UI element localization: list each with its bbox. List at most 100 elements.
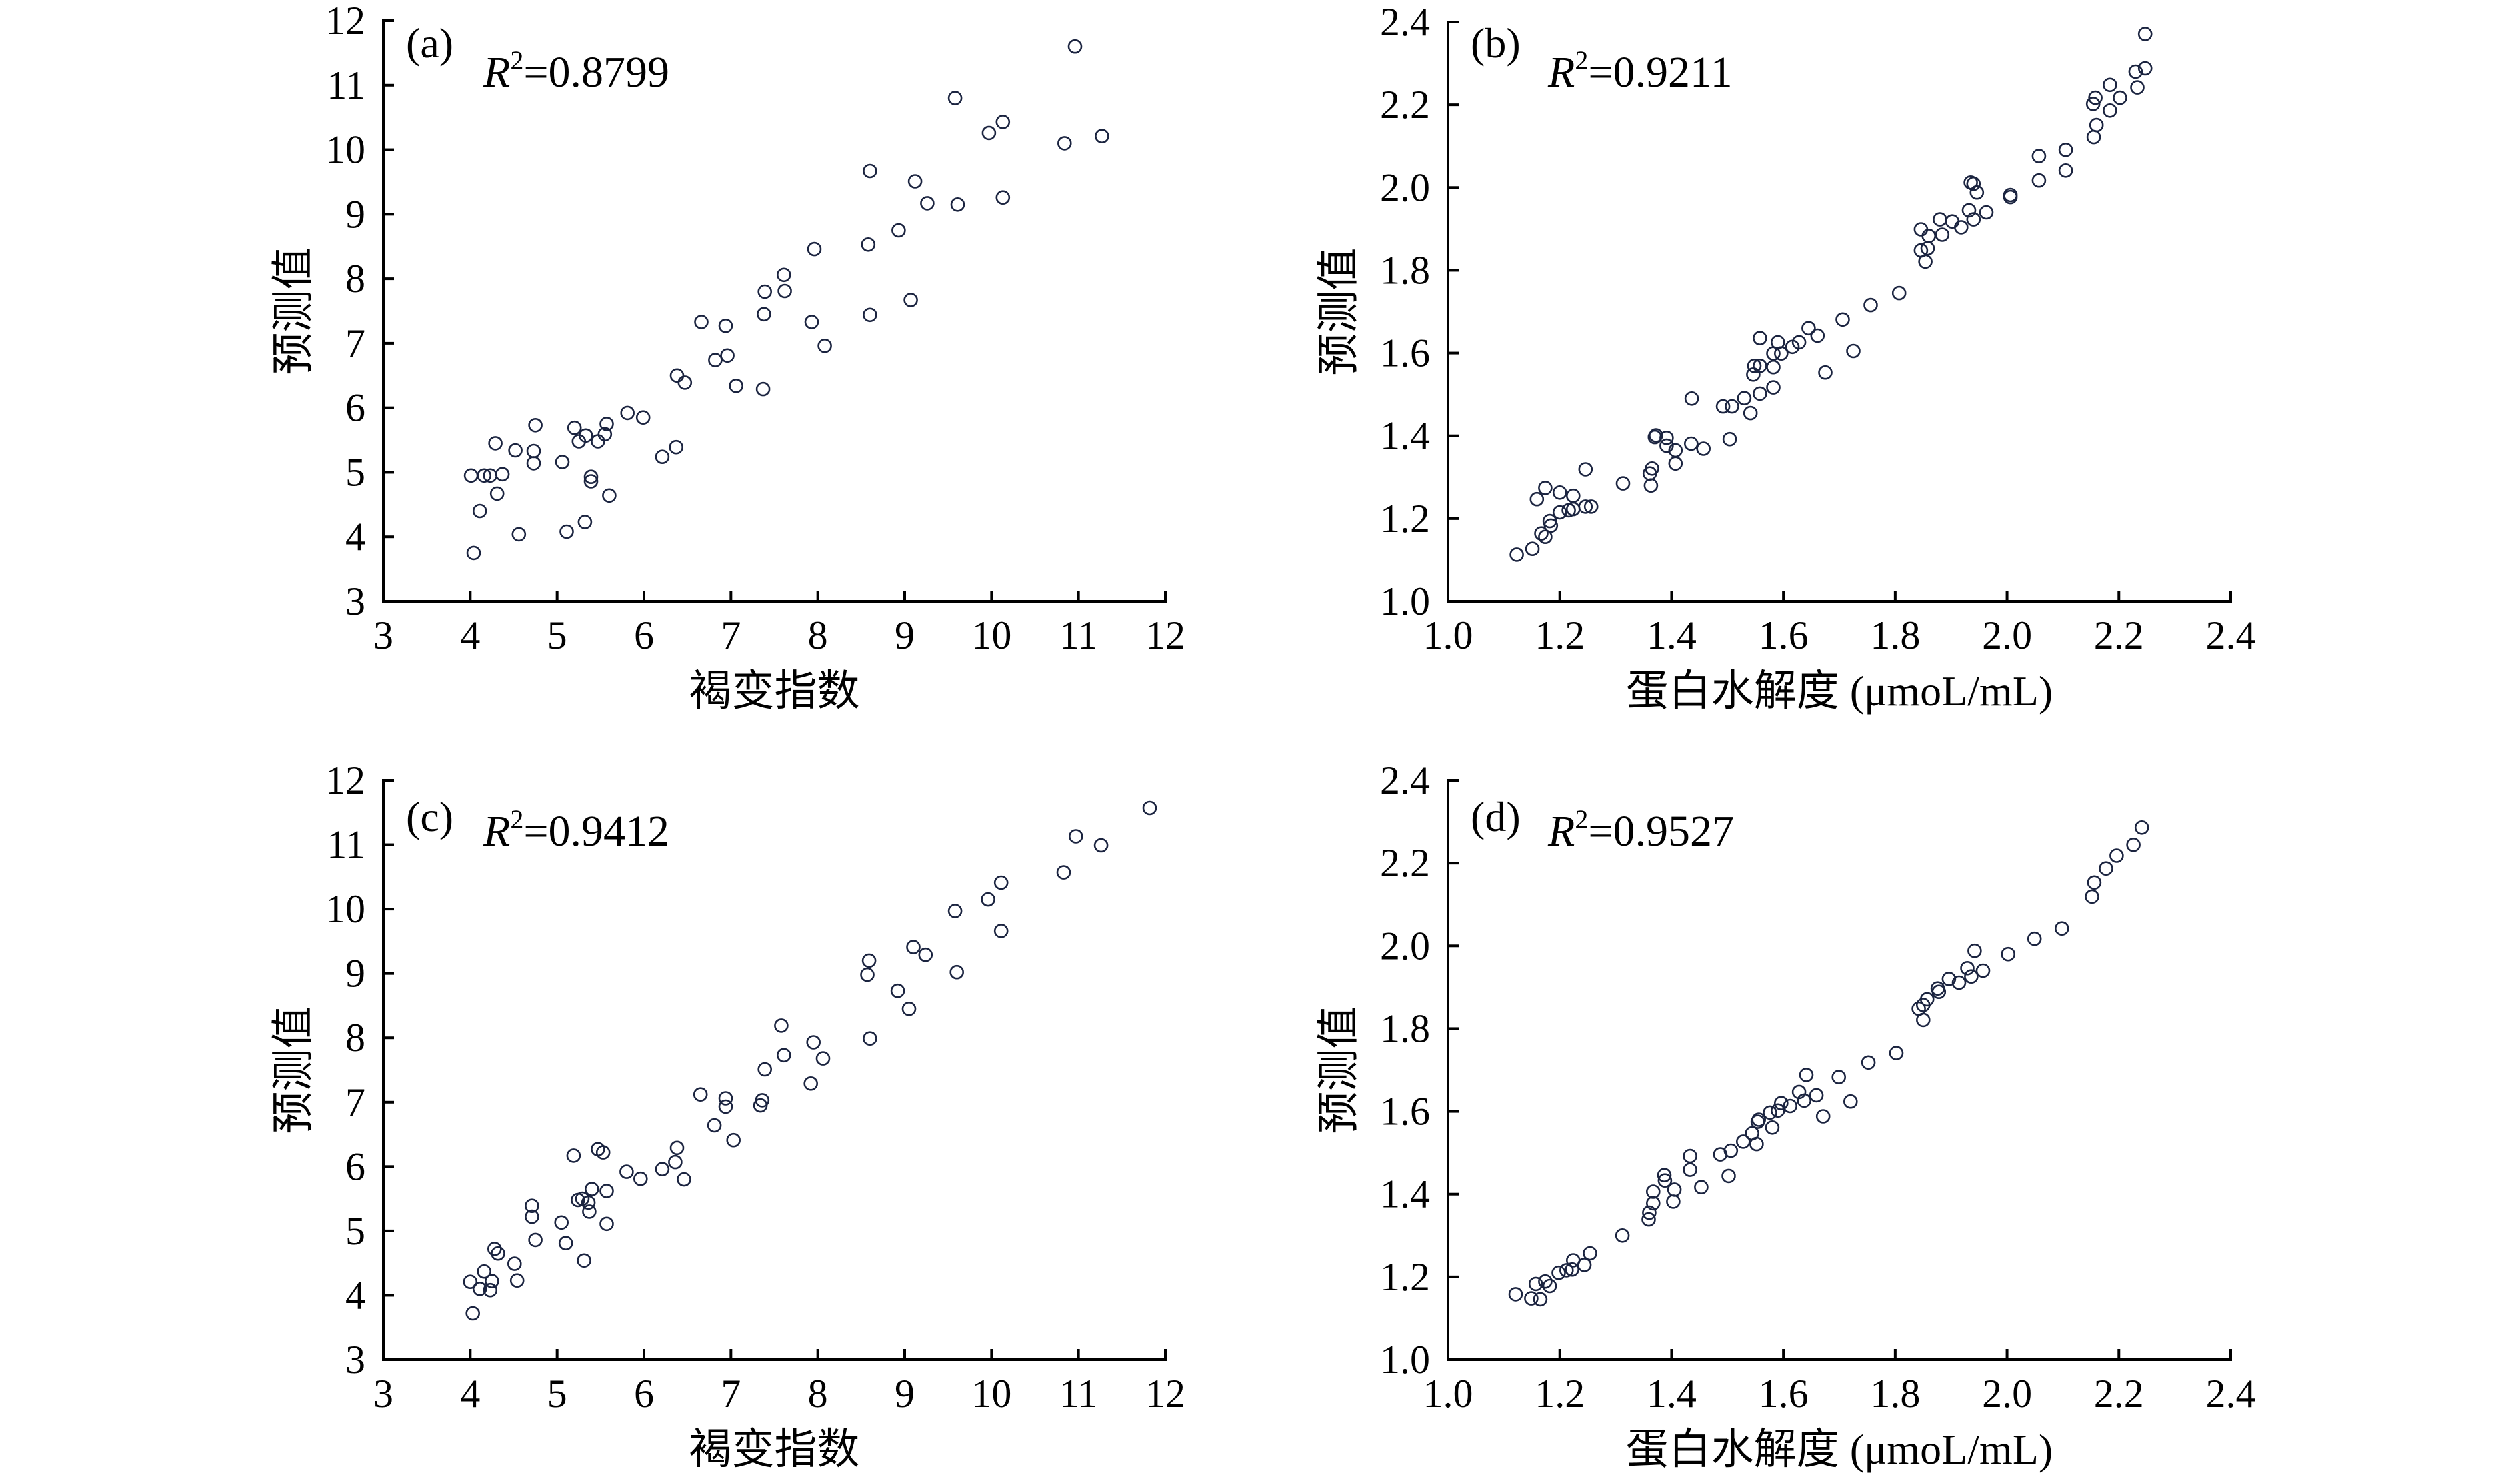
- data-point: [508, 443, 523, 458]
- data-point: [1763, 1105, 1777, 1120]
- r-superscript: 2: [1575, 45, 1588, 75]
- panel-label: (a): [406, 19, 453, 67]
- data-point: [577, 1253, 591, 1268]
- data-point: [981, 125, 997, 141]
- x-tick-label: 1.0: [1423, 1372, 1473, 1416]
- data-point: [1843, 1094, 1858, 1109]
- data-point: [920, 196, 935, 211]
- data-point: [947, 904, 963, 918]
- y-tick-label: 1.2: [1380, 1255, 1430, 1299]
- data-point: [526, 443, 541, 459]
- data-point: [583, 474, 599, 489]
- data-point: [466, 545, 481, 561]
- y-tick-label: 3: [345, 579, 365, 623]
- data-point: [757, 284, 772, 299]
- data-point: [1542, 1278, 1557, 1294]
- y-tick-label: 2.2: [1380, 83, 1430, 127]
- data-point: [2055, 921, 2069, 936]
- y-tick-label: 11: [327, 823, 365, 867]
- data-point: [777, 1048, 791, 1063]
- data-point: [1743, 405, 1758, 421]
- data-point: [804, 315, 819, 329]
- data-point: [2031, 149, 2047, 163]
- x-axis-title: 蛋白水解度 (μmoL/mL): [1626, 667, 2053, 715]
- data-point: [1969, 185, 1985, 200]
- data-point: [718, 318, 733, 333]
- data-point: [1967, 943, 1982, 958]
- data-point: [2087, 875, 2102, 890]
- x-tick-label: 1.6: [1759, 1372, 1809, 1416]
- x-tick-label: 1.0: [1423, 613, 1473, 657]
- y-tick-label: 2.0: [1380, 165, 1430, 209]
- data-point: [1765, 1120, 1780, 1135]
- data-point: [1566, 1253, 1581, 1268]
- data-point: [1642, 466, 1657, 481]
- x-tick-label: 6: [634, 613, 654, 657]
- data-point: [860, 967, 875, 982]
- data-point: [1524, 1291, 1539, 1306]
- x-tick-label: 2.4: [2206, 1372, 2256, 1416]
- data-point: [488, 436, 503, 451]
- y-tick-label: 1.4: [1380, 414, 1430, 458]
- x-tick-label: 2.2: [2094, 613, 2144, 657]
- scatter-series: [463, 800, 1157, 1321]
- data-point: [1831, 1070, 1846, 1084]
- y-tick-label: 5: [345, 1209, 365, 1253]
- y-tick-label: 11: [327, 63, 365, 107]
- data-point: [599, 1184, 614, 1198]
- data-point: [1538, 1274, 1553, 1289]
- data-point: [1509, 547, 1524, 562]
- data-point: [1543, 518, 1559, 533]
- data-point: [1641, 1212, 1656, 1227]
- data-point: [1559, 1263, 1574, 1278]
- data-point: [1578, 462, 1593, 477]
- x-tick-label: 2.2: [2094, 1372, 2144, 1416]
- data-point: [774, 1018, 789, 1033]
- data-point: [1964, 969, 1979, 984]
- r-superscript: 2: [1575, 804, 1588, 834]
- data-point: [465, 1306, 481, 1321]
- data-point: [1891, 285, 1907, 301]
- data-point: [583, 469, 599, 485]
- data-point: [495, 467, 510, 482]
- data-point: [1930, 981, 1945, 996]
- r-squared-value: =0.8799: [523, 48, 669, 97]
- x-tick-label: 5: [547, 1372, 567, 1416]
- data-point: [1684, 391, 1699, 406]
- data-point: [655, 1162, 670, 1176]
- data-point: [757, 307, 771, 322]
- data-point: [890, 983, 905, 998]
- data-point: [1528, 1276, 1543, 1292]
- data-point: [1642, 1205, 1657, 1220]
- data-point: [477, 468, 492, 483]
- data-point: [693, 1087, 708, 1102]
- data-point: [1725, 399, 1739, 414]
- data-point: [1552, 505, 1567, 520]
- data-point: [906, 940, 921, 954]
- data-point: [1935, 227, 1950, 242]
- data-point: [995, 115, 1011, 129]
- data-point: [2126, 838, 2141, 852]
- data-point: [1951, 975, 1967, 990]
- y-tick-label: 12: [325, 0, 365, 43]
- data-point: [1766, 359, 1781, 375]
- data-point: [2027, 931, 2042, 946]
- data-point: [863, 1031, 877, 1046]
- data-point: [2130, 80, 2145, 95]
- data-point: [1753, 386, 1767, 401]
- y-tick-label: 1.0: [1380, 1338, 1430, 1382]
- data-point: [1551, 1265, 1566, 1280]
- data-point: [477, 1264, 492, 1279]
- x-tick-label: 3: [373, 613, 393, 657]
- x-tick-label: 12: [1145, 1372, 1185, 1416]
- x-tick-label: 2.4: [2206, 613, 2256, 657]
- data-point: [1093, 838, 1109, 853]
- data-point: [950, 197, 965, 212]
- data-point: [2103, 77, 2117, 93]
- data-point: [1916, 998, 1931, 1012]
- data-point: [1966, 212, 1981, 227]
- data-point: [891, 223, 906, 238]
- r-squared-annotation: R2=0.9412: [483, 804, 669, 856]
- data-point: [1941, 972, 1957, 986]
